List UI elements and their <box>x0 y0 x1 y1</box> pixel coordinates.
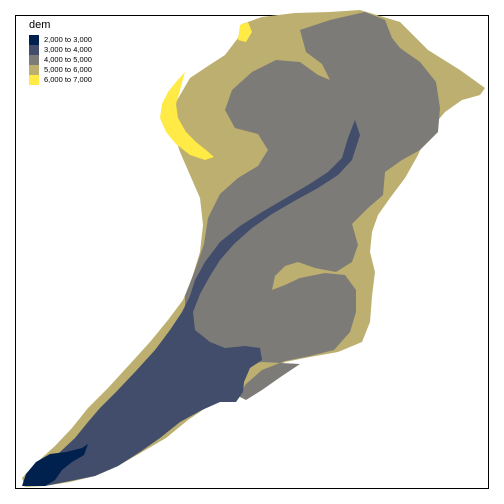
map-legend: dem 2,000 to 3,000 3,000 to 4,000 4,000 … <box>29 19 92 85</box>
elevation-zone-3000-4000 <box>30 120 360 486</box>
legend-item: 3,000 to 4,000 <box>29 45 92 55</box>
legend-label: 4,000 to 5,000 <box>44 55 92 64</box>
legend-item: 2,000 to 3,000 <box>29 35 92 45</box>
elevation-zone-2000-3000 <box>22 444 88 486</box>
elevation-zone-6000-7000-west <box>160 72 214 160</box>
legend-swatch <box>29 65 39 75</box>
legend-item: 5,000 to 6,000 <box>29 65 92 75</box>
legend-swatch <box>29 45 39 55</box>
elevation-zone-6000-7000-north <box>238 22 252 42</box>
legend-label: 5,000 to 6,000 <box>44 65 92 74</box>
elevation-zone-4000-5000 <box>185 12 440 400</box>
legend-swatch <box>29 35 39 45</box>
legend-label: 2,000 to 3,000 <box>44 35 92 44</box>
legend-title: dem <box>29 19 51 31</box>
legend-item: 4,000 to 5,000 <box>29 55 92 65</box>
legend-swatch <box>29 75 39 85</box>
legend-swatch <box>29 55 39 65</box>
legend-label: 6,000 to 7,000 <box>44 75 92 84</box>
legend-label: 3,000 to 4,000 <box>44 45 92 54</box>
legend-item: 6,000 to 7,000 <box>29 75 92 85</box>
